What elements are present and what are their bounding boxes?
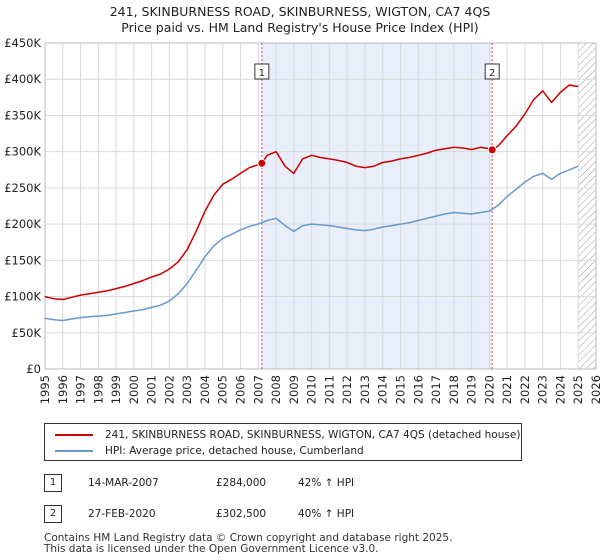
x-tick-label: 2010 [305,375,319,404]
y-tick-label: £300K [4,145,41,159]
transaction-label: 2 [489,68,495,79]
y-tick-label: £400K [4,72,41,86]
x-tick-label: 2019 [465,375,479,404]
y-tick-label: £250K [4,181,41,195]
x-tick-label: 2023 [536,375,550,404]
x-tick-label: 2018 [447,375,461,404]
x-tick-label: 2013 [358,375,372,404]
transaction-hpi-delta: 42% ↑ HPI [298,477,355,489]
legend-item-hpi: HPI: Average price, detached house, Cumb… [55,443,364,459]
y-tick-label: £50K [12,326,42,340]
transaction-date: 14-MAR-2007 [88,477,159,489]
y-tick-label: £0 [26,362,41,376]
x-tick-label: 2012 [340,375,354,404]
y-tick-label: £350K [4,108,41,122]
legend-item-property: 241, SKINBURNESS ROAD, SKINBURNESS, WIGT… [55,427,520,443]
x-tick-label: 2003 [180,375,194,404]
transaction-number: 1 [44,474,62,492]
x-tick-label: 2002 [162,375,176,404]
x-tick-label: 2026 [589,375,600,404]
ownership-shaded-region [261,43,493,369]
x-tick-label: 2024 [553,375,567,404]
y-tick-label: £200K [4,217,41,231]
x-tick-label: 1996 [56,375,70,404]
y-tick-label: £450K [4,36,41,50]
transaction-point [487,145,497,155]
footer-copyright: Contains HM Land Registry data © Crown c… [44,532,453,544]
x-tick-label: 1998 [91,375,105,404]
x-tick-label: 2025 [571,375,585,404]
footer-licence: This data is licensed under the Open Gov… [44,543,379,555]
transaction-price: £302,500 [216,508,267,520]
x-tick-label: 2001 [145,375,159,404]
x-tick-label: 2014 [376,375,390,404]
transaction-date: 27-FEB-2020 [88,508,156,520]
legend-label-hpi: HPI: Average price, detached house, Cumb… [105,445,364,457]
x-tick-label: 2004 [198,375,212,404]
x-tick-label: 2006 [234,375,248,404]
transaction-point [257,158,267,168]
x-tick-label: 2000 [127,375,141,404]
x-tick-label: 2022 [518,375,532,404]
x-tick-label: 1997 [74,375,88,404]
x-tick-label: 2005 [216,375,230,404]
transaction-hpi-delta: 40% ↑ HPI [298,508,355,520]
x-tick-label: 2009 [287,375,301,404]
y-tick-label: £100K [4,290,41,304]
transaction-label-box [254,63,270,80]
legend-swatch-property [55,434,93,436]
x-tick-label: 1999 [109,375,123,404]
transaction-number: 2 [44,505,62,523]
chart-title: 241, SKINBURNESS ROAD, SKINBURNESS, WIGT… [109,4,491,19]
y-tick-label: £150K [4,253,41,267]
chart-subtitle: Price paid vs. HM Land Registry's House … [121,20,479,35]
transaction-price: £284,000 [216,477,267,489]
x-tick-label: 1995 [38,375,52,404]
price-chart: £0 £50K £100K £150K £200K £250K £300K £350K £400… [4,36,600,404]
x-tick-label: 2017 [429,375,443,404]
legend-swatch-hpi [55,450,93,452]
x-tick-label: 2007 [251,375,265,404]
legend-label-property: 241, SKINBURNESS ROAD, SKINBURNESS, WIGT… [105,429,521,441]
transaction-label-box [484,63,500,80]
x-tick-label: 2011 [322,375,336,404]
transaction-label: 1 [259,68,265,79]
x-tick-label: 2021 [500,375,514,404]
x-tick-label: 2016 [411,375,425,404]
legend: 241, SKINBURNESS ROAD, SKINBURNESS, WIGT… [44,423,522,461]
hatched-region [578,43,596,369]
x-tick-label: 2020 [482,375,496,404]
x-tick-label: 2015 [393,375,407,404]
x-tick-label: 2008 [269,375,283,404]
hpi-series-line [44,165,579,322]
plot-area-border [44,42,597,370]
